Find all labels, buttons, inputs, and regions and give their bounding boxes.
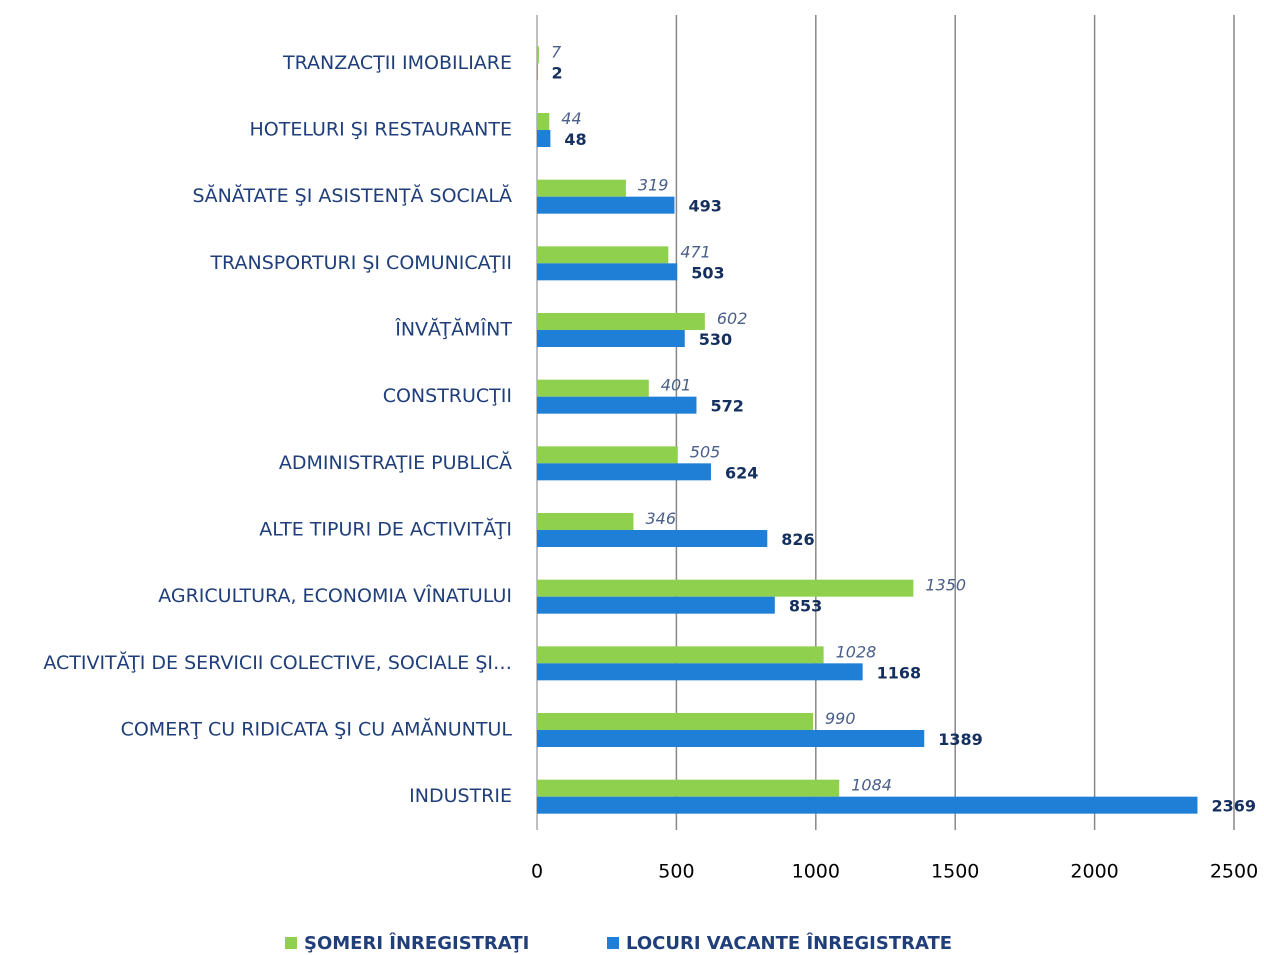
- data-label: 602: [717, 309, 748, 328]
- y-tick-label: ALTE TIPURI DE ACTIVITĂŢI: [259, 517, 512, 541]
- data-label: 1168: [877, 663, 922, 682]
- data-label: 2369: [1211, 797, 1256, 816]
- bar: [537, 63, 538, 81]
- y-tick-label: INDUSTRIE: [409, 785, 512, 807]
- bar: [537, 396, 697, 414]
- data-label: 503: [691, 263, 724, 282]
- x-tick-label: 1500: [931, 861, 979, 883]
- data-label: 471: [680, 242, 711, 261]
- bar: [537, 596, 775, 614]
- bar: [537, 446, 678, 464]
- bar: [537, 46, 539, 64]
- y-tick-label: HOTELURI ŞI RESTAURANTE: [249, 119, 512, 141]
- bar: [537, 263, 678, 281]
- data-label: 7: [551, 42, 562, 61]
- data-label: 826: [781, 530, 814, 549]
- y-tick-label: ÎNVĂŢĂMÎNT: [394, 317, 512, 341]
- y-tick-label: ACTIVITĂŢI DE SERVICII COLECTIVE, SOCIAL…: [43, 650, 512, 674]
- data-label: 624: [725, 463, 758, 482]
- data-label: 572: [710, 397, 743, 416]
- bar: [537, 779, 840, 797]
- bar: [537, 663, 863, 681]
- data-label: 346: [645, 509, 676, 528]
- bar: [537, 579, 914, 597]
- data-label: 530: [699, 330, 732, 349]
- legend-swatch: [285, 937, 297, 949]
- data-label: 319: [638, 176, 669, 195]
- data-label: 48: [564, 130, 586, 149]
- bar: [537, 313, 705, 330]
- legend-swatch: [607, 937, 619, 949]
- data-label: 1389: [938, 730, 983, 749]
- bar: [537, 513, 634, 530]
- bar: [537, 713, 814, 730]
- x-tick-label: 0: [531, 861, 543, 883]
- legend-label: LOCURI VACANTE ÎNREGISTRATE: [626, 932, 952, 954]
- data-label: 1028: [836, 642, 877, 661]
- data-label: 2: [552, 63, 563, 82]
- bar: [537, 646, 824, 664]
- bar: [537, 463, 711, 481]
- y-tick-label: TRANZACŢII IMOBILIARE: [282, 52, 512, 74]
- x-tick-label: 2500: [1210, 861, 1258, 883]
- x-tick-label: 2000: [1070, 861, 1118, 883]
- bar: [537, 196, 675, 214]
- y-tick-label: AGRICULTURA, ECONOMIA VÎNATULUI: [158, 584, 512, 607]
- y-tick-label: TRANSPORTURI ŞI COMUNICAŢII: [209, 252, 512, 274]
- bar: [537, 130, 551, 147]
- y-tick-label: COMERŢ CU RIDICATA ŞI CU AMĂNUNTUL: [121, 717, 513, 741]
- x-tick-label: 1000: [792, 861, 840, 883]
- data-label: 44: [561, 109, 581, 128]
- y-tick-label: CONSTRUCŢII: [383, 385, 512, 407]
- data-label: 853: [789, 597, 822, 616]
- bar: [537, 246, 669, 264]
- bar: [537, 179, 626, 197]
- data-label: 1350: [925, 576, 966, 595]
- data-label: 401: [661, 376, 692, 395]
- y-tick-label: SĂNĂTATE ŞI ASISTENŢĂ SOCIALĂ: [193, 183, 512, 207]
- data-label: 990: [825, 709, 856, 728]
- legend-label: ŞOMERI ÎNREGISTRAŢI: [304, 932, 529, 954]
- data-label: 505: [690, 442, 721, 461]
- y-tick-label: ADMINISTRAŢIE PUBLICĂ: [279, 450, 512, 474]
- bar: [537, 330, 685, 347]
- data-label: 493: [688, 197, 721, 216]
- data-label: 1084: [851, 776, 892, 795]
- x-tick-label: 500: [658, 861, 694, 883]
- bar: [537, 730, 925, 747]
- bar: [537, 113, 550, 130]
- bar: [537, 379, 649, 397]
- bar: [537, 530, 768, 547]
- bar: [537, 796, 1198, 814]
